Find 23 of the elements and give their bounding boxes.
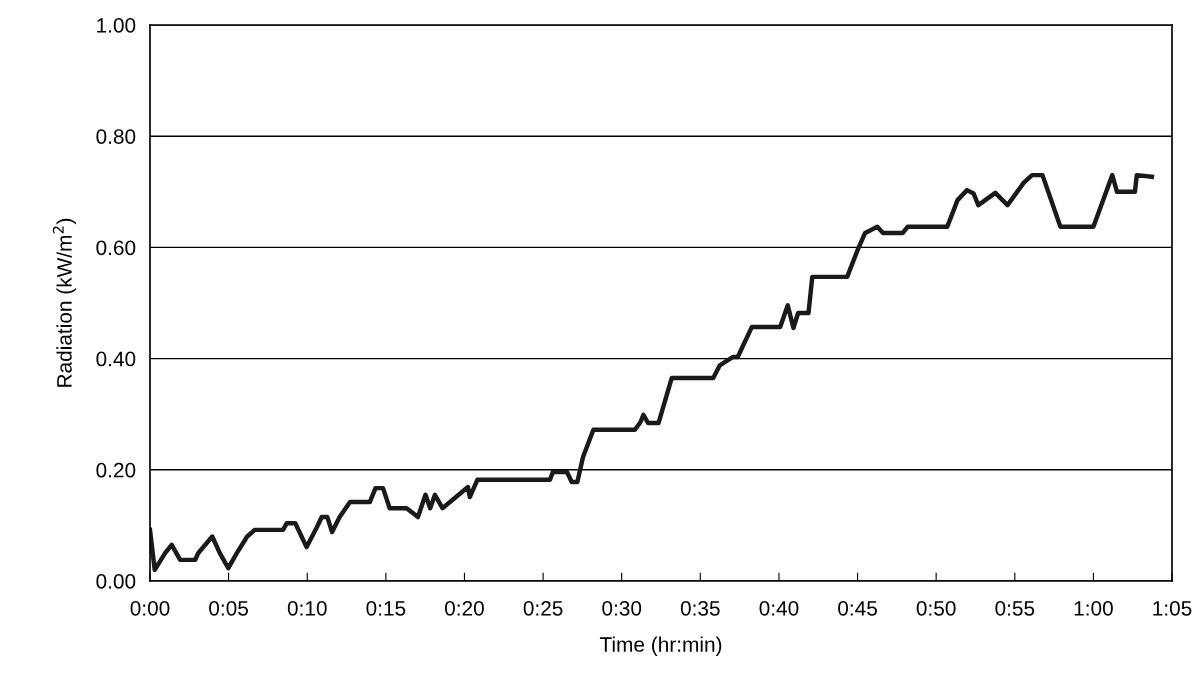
x-axis-title: Time (hr:min) [599,636,722,656]
x-tick-label: 0:50 [916,600,956,616]
x-tick-label: 0:35 [680,600,720,616]
y-tick-label: 0.40 [96,351,136,367]
x-tick-label: 1:05 [1153,600,1192,616]
x-tick-label: 0:30 [602,600,642,616]
x-tick-label: 1:00 [1074,600,1113,616]
line-series [150,172,1155,573]
x-tick-label: 0:05 [209,600,248,616]
x-tick-label: 0:55 [995,600,1035,616]
y-axis-title: Radiation (kW/m$^{2}$) [52,218,76,387]
x-tick-label: 0:25 [523,600,563,616]
y-tick-label: 1.00 [97,18,136,33]
x-tick-label: 0:15 [366,600,406,616]
y-tick-label: 0.20 [96,462,136,478]
y-tick-label: 0.80 [96,129,136,144]
x-tick-label: 0:00 [130,600,170,616]
x-tick-label: 0:45 [838,600,877,616]
x-tick-label: 0:20 [444,600,484,616]
x-tick-label: 0:40 [759,600,799,616]
x-tick-label: 0:10 [287,600,327,616]
y-tick-label: 0.00 [96,574,136,589]
y-tick-label: 0.60 [96,240,136,256]
